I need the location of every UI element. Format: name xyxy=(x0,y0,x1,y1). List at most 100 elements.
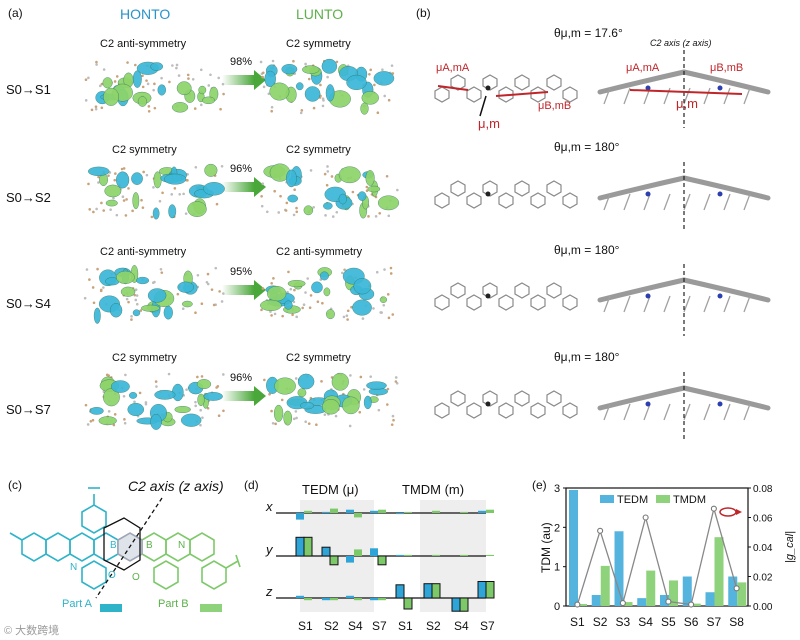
category-label-S5: S5 xyxy=(661,615,676,629)
honto-sym-3: C2 anti-symmetry xyxy=(100,246,187,258)
bar-blue-y-3 xyxy=(346,556,354,563)
vector-sum-arrow-2 xyxy=(629,89,743,95)
molecule-top-view-4 xyxy=(434,390,578,419)
x-label-1: S1 xyxy=(298,619,313,633)
core-outline xyxy=(103,517,141,571)
percent-2: 96% xyxy=(230,163,253,175)
bar-tedm-S5 xyxy=(660,594,669,606)
bar-blue-y-5 xyxy=(396,554,404,556)
molecule-top-view-2 xyxy=(434,180,578,209)
bar-tedm-S4 xyxy=(637,598,647,606)
category-label-S3: S3 xyxy=(616,615,631,629)
annotation-arrow-icon xyxy=(719,507,737,517)
category-label-S7: S7 xyxy=(707,615,722,629)
x-label-4: S7 xyxy=(372,619,387,633)
conversion-arrow-3 xyxy=(222,280,266,300)
bar-tedm-S3 xyxy=(614,531,624,606)
bar-tmdm-S6 xyxy=(691,603,701,606)
panel-c-label: (c) xyxy=(8,478,22,492)
g-cal-line xyxy=(576,506,738,606)
bar-blue-x-2 xyxy=(322,511,330,513)
bar-blue-z-1 xyxy=(296,595,304,598)
lunto-header: LUNTO xyxy=(296,6,344,22)
bar-green-x-6 xyxy=(432,510,440,513)
molecule-top-view-1 xyxy=(434,74,578,103)
vector-a-arrow-1 xyxy=(437,85,469,91)
bar-green-x-8 xyxy=(486,509,494,513)
category-label-S6: S6 xyxy=(684,615,699,629)
bar-green-y-7 xyxy=(460,554,468,556)
category-label-S4: S4 xyxy=(638,615,653,629)
bar-tmdm-S2 xyxy=(600,565,610,606)
part-b-label: Part B xyxy=(158,598,189,610)
vector-b-label-2: μB,mB xyxy=(710,62,744,74)
bar-blue-z-4 xyxy=(370,598,378,601)
theta-2: θμ,m = 180° xyxy=(554,140,620,154)
bar-green-y-3 xyxy=(354,549,362,556)
bar-green-x-7 xyxy=(460,511,468,513)
bar-green-y-2 xyxy=(329,555,339,566)
transition-label-4: S0→S7 xyxy=(6,402,51,417)
x-label-5: S1 xyxy=(398,619,413,633)
bar-tmdm-S8 xyxy=(737,582,747,606)
orbital-map-r3-lunto xyxy=(260,266,395,321)
part-b-swatch xyxy=(200,604,222,612)
g-cal-point-S7 xyxy=(710,505,717,512)
x-label-8: S7 xyxy=(480,619,495,633)
g-cal-point-S6 xyxy=(688,601,695,608)
bar-tmdm-S7 xyxy=(714,537,724,606)
g-cal-point-S8 xyxy=(733,585,740,592)
honto-header: HONTO xyxy=(120,6,171,22)
c2-axis-line-c xyxy=(95,497,163,599)
bar-blue-y-4 xyxy=(370,548,378,556)
row-label-y: y xyxy=(265,542,274,557)
bar-green-z-4 xyxy=(378,598,386,601)
panel-d-label: (d) xyxy=(244,478,259,492)
row-label-z: z xyxy=(265,584,273,599)
bar-blue-x-3 xyxy=(346,509,354,513)
category-label-S2: S2 xyxy=(593,615,608,629)
bar-blue-x-1 xyxy=(296,513,304,520)
watermark: © 大数跨境 xyxy=(4,625,60,637)
vector-total-label-1: μ,m xyxy=(478,116,500,131)
bar-blue-x-4 xyxy=(370,510,378,513)
panel-b-label: (b) xyxy=(416,6,431,20)
bar-blue-z-5 xyxy=(395,584,405,599)
orbital-map-r3-honto xyxy=(83,265,225,324)
honto-sym-4: C2 symmetry xyxy=(112,352,177,364)
bar-green-x-5 xyxy=(404,511,412,513)
bar-tmdm-S3 xyxy=(623,602,633,606)
theta-3: θμ,m = 180° xyxy=(554,243,620,257)
y2tick-label-2: 0.04 xyxy=(753,543,773,554)
atom-label-n-6: N xyxy=(178,540,185,551)
theta-1: θμ,m = 17.6° xyxy=(554,26,623,40)
honto-sym-2: C2 symmetry xyxy=(112,144,177,156)
atom-label-b-4: B xyxy=(146,540,153,551)
ytick-label-3: 3 xyxy=(554,483,560,495)
bar-green-z-2 xyxy=(330,598,338,601)
y2tick-label-1: 0.02 xyxy=(753,573,773,584)
x-label-6: S2 xyxy=(426,619,441,633)
bar-green-z-1 xyxy=(304,598,312,601)
atom-label-o-5: O xyxy=(132,572,140,583)
tmdm-title: TMDM (m) xyxy=(402,482,465,497)
x-label-3: S4 xyxy=(348,619,363,633)
bar-blue-x-8 xyxy=(478,510,486,513)
row-label-x: x xyxy=(265,499,273,514)
bar-green-x-1 xyxy=(304,510,312,513)
orbital-map-r2-honto xyxy=(87,163,225,220)
theta-4: θμ,m = 180° xyxy=(554,350,620,364)
orbital-map-r1-honto xyxy=(84,60,225,113)
g-cal-point-S4 xyxy=(642,514,649,521)
vector-a-label-2: μA,mA xyxy=(626,62,660,74)
g-cal-point-S2 xyxy=(597,527,604,534)
conversion-arrow-1 xyxy=(222,70,266,90)
orbital-map-r2-lunto xyxy=(260,163,400,219)
vector-b-arrow-1 xyxy=(495,91,549,97)
orbital-map-r1-lunto xyxy=(259,58,395,115)
bar-tedm-S8 xyxy=(728,576,738,606)
legend-label-tedm: TEDM xyxy=(617,494,648,506)
bar-tedm-S1 xyxy=(569,489,578,606)
